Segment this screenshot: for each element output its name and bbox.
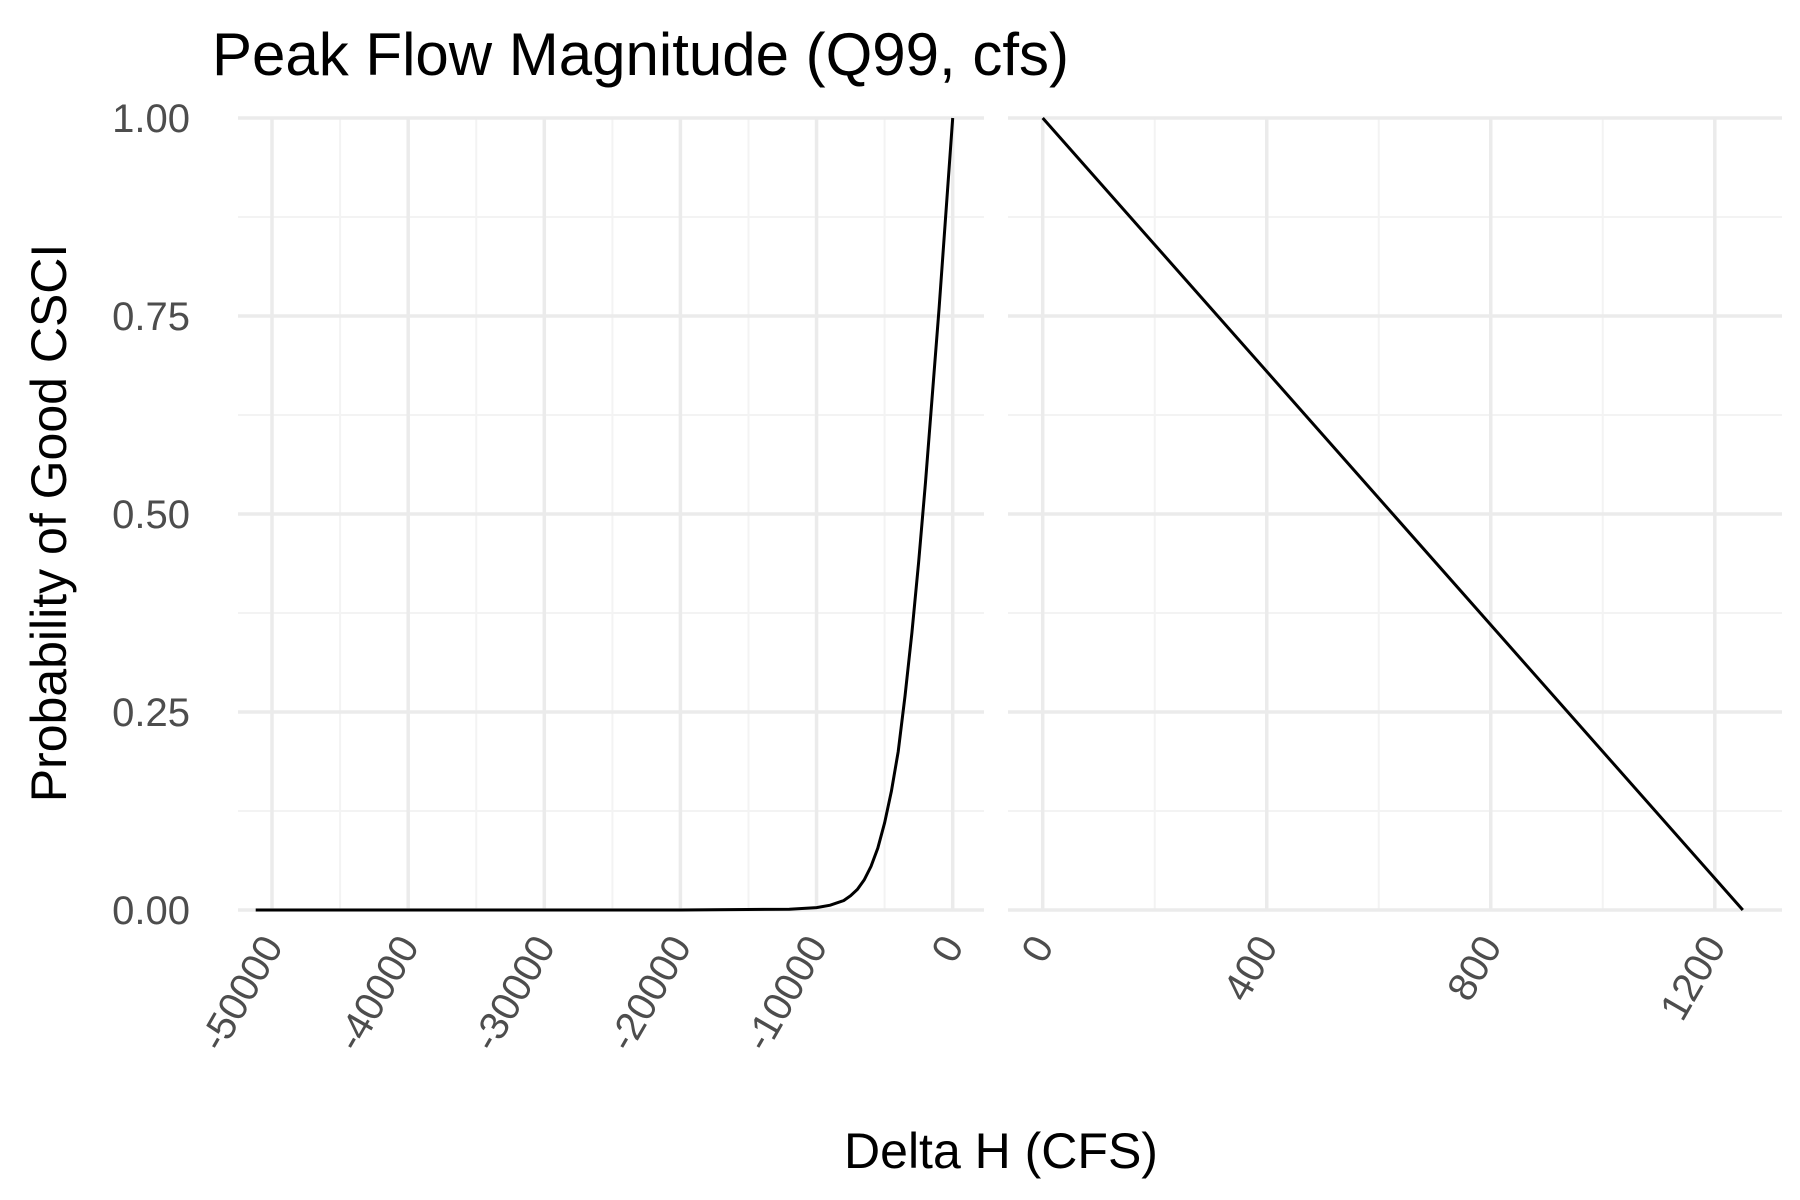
x-tick-label: 1200 [1652,929,1735,1028]
x-tick-label: 800 [1439,929,1510,1009]
series-line-negative [255,117,955,912]
y-axis-title: Probability of Good CSCI [21,244,77,803]
x-tick-label: -20000 [600,929,700,1059]
x-tick-label: -40000 [328,929,428,1059]
y-tick-label: 0.50 [112,493,190,537]
x-tick-label: -30000 [464,929,564,1059]
panel-negative-delta [238,116,984,912]
x-tick-label: -50000 [191,929,291,1059]
y-tick-label: 0.75 [112,295,190,339]
x-tick-label: 0 [923,929,972,970]
y-tick-label: 0.25 [112,691,190,735]
y-tick-label: 0.00 [112,889,190,933]
x-tick-label: -10000 [736,929,836,1059]
y-tick-label: 1.00 [112,97,190,141]
panel-positive-delta [1008,116,1782,912]
x-axis-title: Delta H (CFS) [844,1123,1158,1179]
y-axis-ticks: 0.00 0.25 0.50 0.75 1.00 [112,97,190,933]
chart-title: Peak Flow Magnitude (Q99, cfs) [212,21,1069,88]
x-tick-label: 0 [1013,929,1062,970]
x-axis-ticks: -50000 -40000 -30000 -20000 -10000 0 0 400 800 12… [191,929,1734,1059]
series-line-positive [1041,117,1744,911]
x-tick-label: 400 [1215,929,1286,1009]
